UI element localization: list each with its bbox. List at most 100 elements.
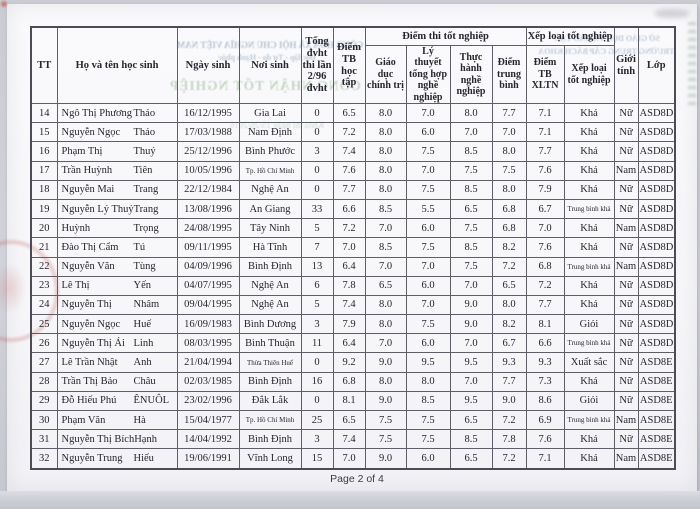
cell-exam-practice: 7.5 — [449, 160, 493, 181]
cell-gpa: 6.8 — [332, 371, 366, 392]
cell-gender: Nữ — [613, 294, 639, 316]
header-exam-theory: Lý thuyết tổng hợp nghề nghiệp — [405, 45, 451, 104]
cell-gpa: 7.6 — [332, 160, 366, 181]
cell-pob: Bình Phước — [238, 141, 302, 162]
cell-exam-practice: 6.5 — [449, 409, 493, 431]
cell-rank-avg: 7.1 — [525, 122, 565, 143]
surname-text: Ngô Thị Phương — [61, 107, 133, 119]
cell-gpa: 7.4 — [332, 429, 366, 450]
cell-exam-theory: 7.5 — [405, 429, 451, 450]
cell-exam-theory: 6.0 — [405, 122, 451, 143]
header-tt: TT — [30, 26, 58, 104]
cell-class: ASD8D — [637, 314, 676, 335]
given-name-text: ÊNUÔL — [133, 395, 170, 407]
cell-tt: 31 — [30, 429, 58, 450]
surname-text: Đỗ Hiếu Phú — [61, 395, 117, 407]
given-name-text: Tùng — [133, 261, 156, 273]
cell-dob: 17/03/1988 — [176, 122, 240, 143]
cell-exam-avg: 6.7 — [491, 333, 527, 354]
cell-exam-theory: 6.0 — [405, 218, 451, 239]
cell-gpa: 6.4 — [332, 256, 366, 277]
cell-exam-avg: 7.7 — [491, 371, 527, 392]
cell-gpa: 7.4 — [332, 294, 366, 316]
cell-rank-avg: 6.6 — [525, 333, 565, 354]
cell-rank-avg: 7.7 — [525, 294, 565, 316]
cell-gender: Nữ — [613, 179, 639, 200]
cell-class: ASD8E — [637, 352, 676, 373]
cell-rank: Trung bình khá — [563, 198, 615, 220]
cell-tt: 28 — [30, 371, 58, 392]
cell-class: ASD8D — [637, 102, 676, 124]
header-exam-avg: Điểm trung bình — [491, 45, 527, 104]
header-gender: Giới tính — [613, 26, 639, 104]
cell-exam-politics: 9.0 — [364, 390, 407, 412]
cell-tt: 21 — [30, 237, 58, 258]
table-row: 31 Nguyễn Thị Bích Hạnh 14/04/1992 Bình Định… — [30, 429, 676, 450]
cell-credits: 15 — [300, 448, 334, 470]
cell-class: ASD8E — [637, 429, 676, 450]
cell-exam-theory: 7.0 — [405, 160, 451, 181]
cell-dob: 24/08/1995 — [176, 218, 240, 239]
cell-gender: Nữ — [613, 122, 639, 143]
cell-exam-avg: 7.0 — [491, 122, 527, 143]
cell-exam-theory: 6.0 — [405, 448, 451, 470]
cell-rank-avg: 7.2 — [525, 275, 565, 296]
cell-name: Phạm Thị Thuý — [56, 141, 178, 162]
cell-rank-avg: 7.6 — [525, 160, 565, 181]
cell-pob: Đắk Lắk — [238, 390, 302, 412]
header-class: Lớp — [637, 26, 676, 104]
cell-rank: Khá — [563, 448, 615, 470]
cell-exam-theory: 8.5 — [405, 390, 451, 412]
header-exam-politics: Giáo dục chính trị — [364, 45, 407, 104]
cell-gpa: 6.4 — [332, 333, 366, 354]
cell-dob: 25/12/1996 — [176, 141, 240, 162]
cell-exam-practice: 7.0 — [449, 333, 493, 354]
cell-exam-politics: 8.5 — [364, 198, 407, 220]
cell-rank-avg: 7.0 — [525, 218, 565, 239]
cell-dob: 19/06/1991 — [176, 448, 240, 470]
cell-exam-politics: 7.5 — [364, 409, 407, 431]
cell-exam-theory: 7.5 — [405, 237, 451, 258]
header-rank-group: Xếp loại tốt nghiệp — [525, 26, 615, 46]
page-number-footer: Page 2 of 4 — [330, 473, 384, 485]
cell-name: Nguyễn Thị Bích Hạnh — [56, 429, 178, 450]
cell-gender: Nam — [613, 256, 639, 277]
cell-exam-avg: 7.2 — [491, 448, 527, 470]
given-name-text: Huế — [133, 318, 152, 330]
cell-name: Nguyễn Thị Ái Linh — [56, 333, 178, 354]
cell-name: Trần Thị Bảo Châu — [56, 371, 178, 392]
cell-rank: Khá — [563, 122, 615, 143]
cell-rank-avg: 7.1 — [525, 448, 565, 470]
cell-gender: Nữ — [613, 141, 639, 162]
cell-tt: 17 — [30, 160, 58, 181]
cell-exam-practice: 7.0 — [449, 122, 493, 143]
surname-text: Nguyễn Thị Ái — [61, 337, 125, 349]
cell-gender: Nam — [613, 448, 639, 470]
cell-exam-practice: 6.5 — [449, 198, 493, 220]
cell-name: Phạm Văn Hà — [56, 409, 178, 431]
cell-gender: Nữ — [613, 198, 639, 220]
cell-exam-politics: 8.0 — [364, 294, 407, 316]
cell-credits: 3 — [300, 314, 334, 335]
red-stamp-bleed-blot — [0, 262, 27, 314]
scanner-bottom-band — [0, 491, 700, 509]
cell-credits: 5 — [300, 218, 334, 239]
cell-class: ASD8E — [637, 390, 676, 412]
table-row: 19 Nguyễn Lý Thuỷ Trang 13/08/1996 An Giang 3… — [30, 198, 676, 220]
cell-rank-avg: 7.6 — [525, 429, 565, 450]
header-dob: Ngày sinh — [176, 26, 240, 104]
cell-exam-theory: 7.0 — [405, 294, 451, 316]
cell-exam-theory: 7.0 — [405, 256, 451, 277]
cell-exam-practice: 6.5 — [449, 448, 493, 470]
cell-exam-avg: 7.2 — [491, 409, 527, 431]
cell-gpa: 9.2 — [332, 352, 366, 373]
cell-gpa: 8.1 — [332, 390, 366, 412]
cell-rank-avg: 7.7 — [525, 141, 565, 162]
cell-class: ASD8D — [637, 237, 676, 258]
cell-gpa: 6.6 — [332, 198, 366, 220]
cell-exam-avg: 8.2 — [491, 237, 527, 258]
cell-exam-politics: 7.0 — [364, 218, 407, 239]
table-row: 27 Lê Trần Nhật Anh 21/04/1994 Thừa Thiên Hu… — [30, 352, 676, 373]
cell-tt: 26 — [30, 333, 58, 354]
cell-class: ASD8D — [637, 333, 676, 354]
